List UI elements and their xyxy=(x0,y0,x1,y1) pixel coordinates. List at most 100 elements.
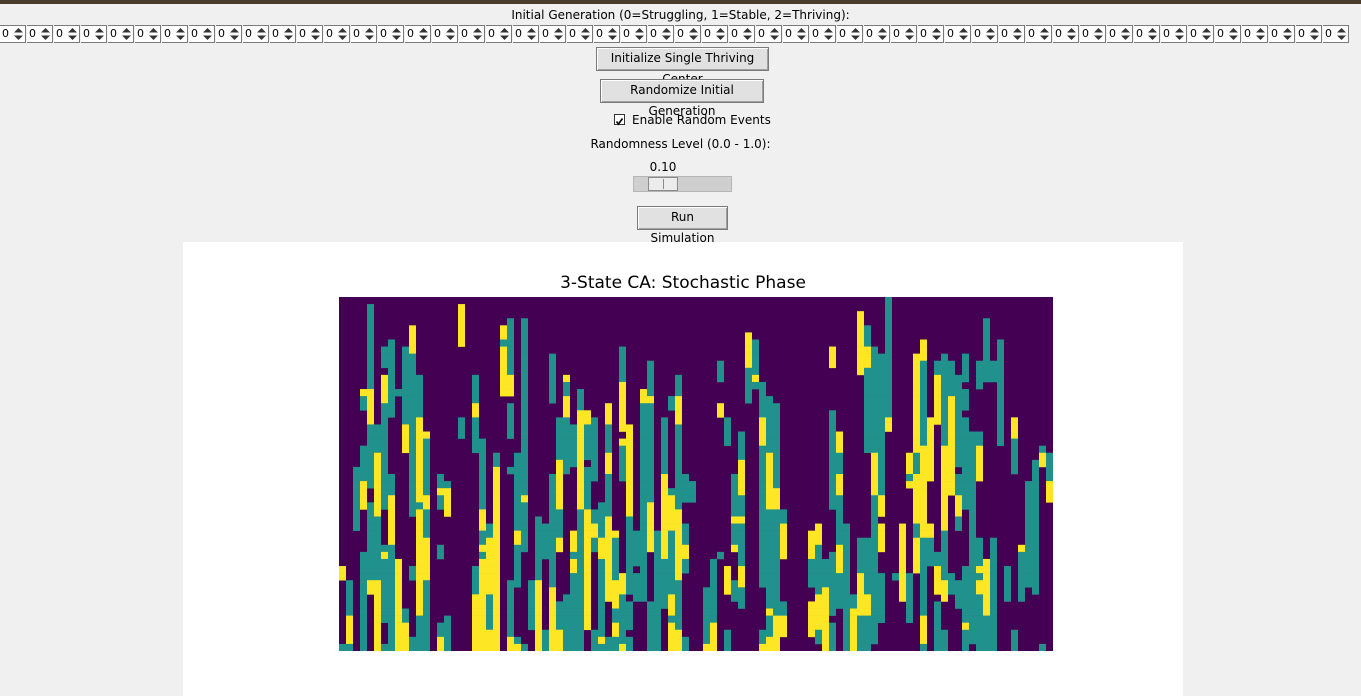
spin-arrows-icon[interactable] xyxy=(958,27,969,41)
spin-arrows-icon[interactable] xyxy=(634,27,645,41)
spinbox-value[interactable]: 0 xyxy=(1190,27,1197,40)
spin-arrows-icon[interactable] xyxy=(931,27,942,41)
spinbox-cell[interactable]: 0 xyxy=(135,25,161,43)
spin-arrows-icon[interactable] xyxy=(796,27,807,41)
spin-arrows-icon[interactable] xyxy=(175,27,186,41)
spinbox-value[interactable]: 0 xyxy=(1271,27,1278,40)
spinbox-cell[interactable]: 0 xyxy=(1107,25,1133,43)
spinbox-value[interactable]: 0 xyxy=(218,27,225,40)
spinbox-cell[interactable]: 0 xyxy=(351,25,377,43)
spinbox-value[interactable]: 0 xyxy=(866,27,873,40)
spinbox-value[interactable]: 0 xyxy=(785,27,792,40)
spinbox-value[interactable]: 0 xyxy=(1244,27,1251,40)
spinbox-value[interactable]: 0 xyxy=(137,27,144,40)
spinbox-value[interactable]: 0 xyxy=(272,27,279,40)
spinbox-cell[interactable]: 0 xyxy=(1188,25,1214,43)
spinbox-value[interactable]: 0 xyxy=(893,27,900,40)
spinbox-cell[interactable]: 0 xyxy=(648,25,674,43)
random-events-checkbox[interactable] xyxy=(614,114,625,126)
spin-arrows-icon[interactable] xyxy=(445,27,456,41)
spinbox-cell[interactable]: 0 xyxy=(864,25,890,43)
spin-arrows-icon[interactable] xyxy=(40,27,51,41)
spinbox-cell[interactable]: 0 xyxy=(594,25,620,43)
spin-arrows-icon[interactable] xyxy=(67,27,78,41)
spinbox-cell[interactable]: 0 xyxy=(945,25,971,43)
spinbox-cell[interactable]: 0 xyxy=(918,25,944,43)
spinbox-value[interactable]: 0 xyxy=(326,27,333,40)
spin-arrows-icon[interactable] xyxy=(472,27,483,41)
spinbox-value[interactable]: 0 xyxy=(1001,27,1008,40)
spinbox-value[interactable]: 0 xyxy=(1163,27,1170,40)
spinbox-cell[interactable]: 0 xyxy=(189,25,215,43)
spinbox-cell[interactable]: 0 xyxy=(27,25,53,43)
spin-arrows-icon[interactable] xyxy=(1309,27,1320,41)
spin-arrows-icon[interactable] xyxy=(1120,27,1131,41)
spinbox-cell[interactable]: 0 xyxy=(54,25,80,43)
spinbox-value[interactable]: 0 xyxy=(947,27,954,40)
spinbox-cell[interactable]: 0 xyxy=(405,25,431,43)
spinbox-value[interactable]: 0 xyxy=(29,27,36,40)
spinbox-cell[interactable]: 0 xyxy=(540,25,566,43)
spin-arrows-icon[interactable] xyxy=(823,27,834,41)
spinbox-value[interactable]: 0 xyxy=(380,27,387,40)
spin-arrows-icon[interactable] xyxy=(1147,27,1158,41)
spinbox-value[interactable]: 0 xyxy=(1082,27,1089,40)
spin-arrows-icon[interactable] xyxy=(310,27,321,41)
spinbox-value[interactable]: 0 xyxy=(920,27,927,40)
spinbox-value[interactable]: 0 xyxy=(1028,27,1035,40)
spinbox-cell[interactable]: 0 xyxy=(324,25,350,43)
spinbox-value[interactable]: 0 xyxy=(164,27,171,40)
spinbox-value[interactable]: 0 xyxy=(2,27,9,40)
spin-arrows-icon[interactable] xyxy=(526,27,537,41)
spin-arrows-icon[interactable] xyxy=(391,27,402,41)
spinbox-cell[interactable]: 0 xyxy=(1242,25,1268,43)
spinbox-cell[interactable]: 0 xyxy=(1080,25,1106,43)
spin-arrows-icon[interactable] xyxy=(1012,27,1023,41)
spin-arrows-icon[interactable] xyxy=(1201,27,1212,41)
spinbox-value[interactable]: 0 xyxy=(1298,27,1305,40)
spinbox-value[interactable]: 0 xyxy=(83,27,90,40)
spin-arrows-icon[interactable] xyxy=(121,27,132,41)
spin-arrows-icon[interactable] xyxy=(229,27,240,41)
spinbox-value[interactable]: 0 xyxy=(1325,27,1332,40)
spin-arrows-icon[interactable] xyxy=(1174,27,1185,41)
spinbox-value[interactable]: 0 xyxy=(731,27,738,40)
spin-arrows-icon[interactable] xyxy=(769,27,780,41)
spin-arrows-icon[interactable] xyxy=(580,27,591,41)
spinbox-value[interactable]: 0 xyxy=(974,27,981,40)
spinbox-value[interactable]: 0 xyxy=(353,27,360,40)
spinbox-cell[interactable]: 0 xyxy=(243,25,269,43)
spinbox-value[interactable]: 0 xyxy=(569,27,576,40)
spinbox-cell[interactable]: 0 xyxy=(432,25,458,43)
spinbox-cell[interactable]: 0 xyxy=(756,25,782,43)
spin-arrows-icon[interactable] xyxy=(553,27,564,41)
spinbox-cell[interactable]: 0 xyxy=(999,25,1025,43)
spin-arrows-icon[interactable] xyxy=(256,27,267,41)
spinbox-value[interactable]: 0 xyxy=(515,27,522,40)
spinbox-value[interactable]: 0 xyxy=(677,27,684,40)
spin-arrows-icon[interactable] xyxy=(364,27,375,41)
spinbox-value[interactable]: 0 xyxy=(596,27,603,40)
spinbox-value[interactable]: 0 xyxy=(623,27,630,40)
spin-arrows-icon[interactable] xyxy=(148,27,159,41)
randomness-slider[interactable] xyxy=(633,176,732,192)
spin-arrows-icon[interactable] xyxy=(715,27,726,41)
spinbox-cell[interactable]: 0 xyxy=(1269,25,1295,43)
spinbox-value[interactable]: 0 xyxy=(1217,27,1224,40)
spinbox-value[interactable]: 0 xyxy=(488,27,495,40)
spin-arrows-icon[interactable] xyxy=(13,27,24,41)
spinbox-cell[interactable]: 0 xyxy=(810,25,836,43)
spin-arrows-icon[interactable] xyxy=(94,27,105,41)
spin-arrows-icon[interactable] xyxy=(742,27,753,41)
spinbox-cell[interactable]: 0 xyxy=(1215,25,1241,43)
spinbox-cell[interactable]: 0 xyxy=(972,25,998,43)
run-simulation-button[interactable]: Run Simulation xyxy=(637,206,728,245)
spin-arrows-icon[interactable] xyxy=(1228,27,1239,41)
spinbox-value[interactable]: 0 xyxy=(191,27,198,40)
spinbox-cell[interactable]: 0 xyxy=(513,25,539,43)
spin-arrows-icon[interactable] xyxy=(661,27,672,41)
spinbox-cell[interactable]: 0 xyxy=(297,25,323,43)
spinbox-value[interactable]: 0 xyxy=(650,27,657,40)
spin-arrows-icon[interactable] xyxy=(607,27,618,41)
initialize-single-thriving-center-button[interactable]: Initialize Single Thriving Center xyxy=(596,47,769,86)
